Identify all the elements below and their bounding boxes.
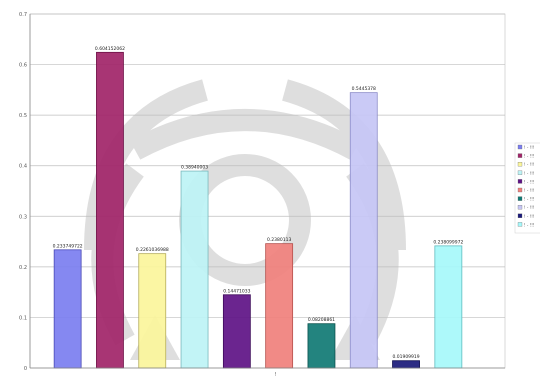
bar-5 — [222, 294, 251, 369]
x-axis-label: ! — [274, 372, 276, 378]
bar-10 — [434, 245, 463, 369]
y-tick-label: 0.6 — [19, 63, 27, 69]
legend-entry-3: ! - !!! — [524, 162, 534, 167]
data-label-6: 0.2380113 — [267, 237, 291, 243]
data-label-2: 0.604152062 — [95, 46, 125, 52]
legend-swatch-6 — [517, 187, 523, 193]
bar-1 — [53, 249, 82, 369]
y-tick-label: 0.4 — [19, 164, 27, 170]
data-label-1: 0.233749722 — [53, 243, 83, 249]
legend-swatch-10 — [517, 222, 523, 227]
bar-8 — [349, 92, 378, 369]
legend-swatch-9 — [517, 213, 523, 218]
legend-entry-5: ! - !!! — [524, 179, 534, 184]
legend-swatch-1 — [517, 144, 523, 150]
legend-entry-6: ! - !!! — [524, 188, 534, 193]
axis-layer: 0.7 0.6 0.5 0.4 0.3 0.2 0.1 0! — [19, 12, 505, 378]
bar-9 — [392, 360, 420, 369]
data-label-5: 0.14471033 — [223, 288, 250, 294]
data-label-7: 0.08208861 — [308, 317, 335, 323]
legend-entry-1: ! - !!! — [524, 145, 534, 150]
y-tick-label: 0.2 — [19, 265, 27, 271]
legend-swatch-4 — [517, 170, 523, 175]
bar-2 — [96, 51, 124, 369]
legend-swatch-5 — [517, 179, 523, 184]
y-tick-label: 0.1 — [19, 315, 27, 321]
legend: ! - !!! ! - !!! ! - !!! ! - !!! ! - !!! ! - !… — [514, 142, 540, 234]
bar-4 — [180, 170, 209, 369]
legend-entry-7: ! - !!! — [524, 197, 534, 202]
legend-entry-2: ! - !!! — [524, 154, 534, 159]
bar-6 — [265, 243, 294, 369]
y-tick-label: 0.3 — [19, 214, 27, 220]
data-labels-layer: 0.233749722 0.604152062 0.2261036988 0.3894… — [53, 46, 464, 360]
legend-swatch-2 — [517, 153, 523, 158]
legend-swatch-8 — [517, 205, 523, 210]
data-label-10: 0.238099972 — [433, 239, 463, 245]
legend-entry-9: ! - !!! — [524, 214, 534, 219]
bar-3 — [138, 253, 167, 369]
legend-swatch-3 — [517, 162, 523, 167]
y-tick-label: 0.7 — [19, 12, 27, 18]
data-label-3: 0.2261036988 — [136, 247, 169, 253]
legend-entry-8: ! - !!! — [524, 205, 534, 210]
legend-entry-10: ! - !!! — [524, 222, 534, 227]
legend-swatch-7 — [517, 196, 523, 201]
bars-layer — [53, 51, 463, 369]
y-tick-label: 0 — [24, 366, 27, 372]
data-label-8: 0.5445378 — [352, 86, 376, 92]
bar-7 — [307, 323, 336, 369]
data-label-9: 0.01909919 — [392, 354, 419, 360]
data-label-4: 0.38940003 — [181, 165, 208, 171]
y-tick-label: 0.5 — [19, 113, 27, 119]
legend-entry-4: ! - !!! — [524, 171, 534, 176]
